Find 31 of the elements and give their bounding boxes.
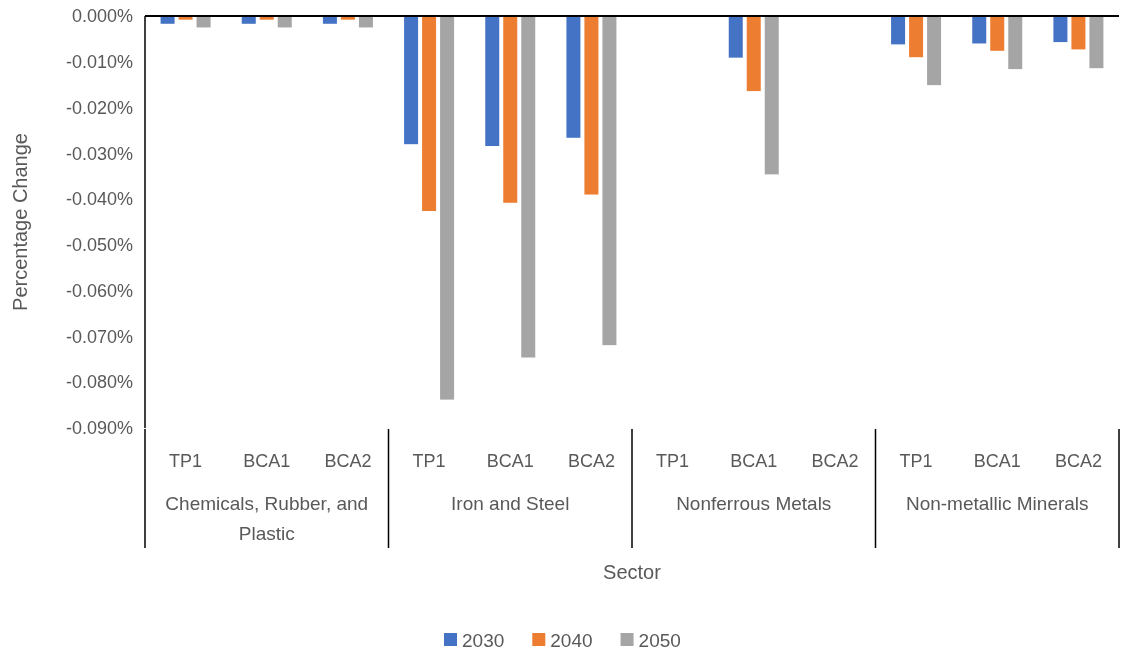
y-tick-label: 0.000% xyxy=(71,6,133,27)
legend-label: 2050 xyxy=(638,630,681,651)
y-tick-label: -0.010% xyxy=(65,52,133,73)
x-tick-label: TP1 xyxy=(412,451,446,471)
y-tick-label: -0.050% xyxy=(65,235,133,256)
legend-label: 2040 xyxy=(550,630,593,651)
y-tick-label: -0.040% xyxy=(65,189,133,210)
legend-label: 2030 xyxy=(462,630,505,651)
x-tick-label: TP1 xyxy=(656,451,690,471)
y-tick-label: -0.080% xyxy=(65,372,133,393)
y-tick-label: -0.060% xyxy=(65,280,133,301)
y-axis-title: Percentage Change xyxy=(9,133,31,311)
x-tick-label: BCA2 xyxy=(324,451,372,471)
text: Iron and Steel xyxy=(451,493,570,514)
y-tick-label: -0.030% xyxy=(65,143,133,164)
x-axis-title: Sector xyxy=(603,561,662,583)
x-tick-label: TP1 xyxy=(899,451,933,471)
x-tick-label: BCA1 xyxy=(486,451,534,471)
y-tick-label: -0.020% xyxy=(65,97,133,118)
text: Nonferrous Metals xyxy=(676,493,832,514)
x-tick-label: BCA1 xyxy=(973,451,1021,471)
y-tick-label: -0.090% xyxy=(65,418,133,439)
x-tick-label: BCA2 xyxy=(567,451,615,471)
x-tick-label: BCA1 xyxy=(730,451,778,471)
x-tick-label: BCA1 xyxy=(243,451,291,471)
x-tick-label: BCA2 xyxy=(1054,451,1102,471)
x-tick-label: BCA2 xyxy=(811,451,859,471)
x-tick-label: TP1 xyxy=(169,451,203,471)
text: Chemicals, Rubber, and Plastic xyxy=(165,493,369,544)
text: Non-metallic Minerals xyxy=(905,493,1089,514)
y-tick-label: -0.070% xyxy=(65,326,133,347)
